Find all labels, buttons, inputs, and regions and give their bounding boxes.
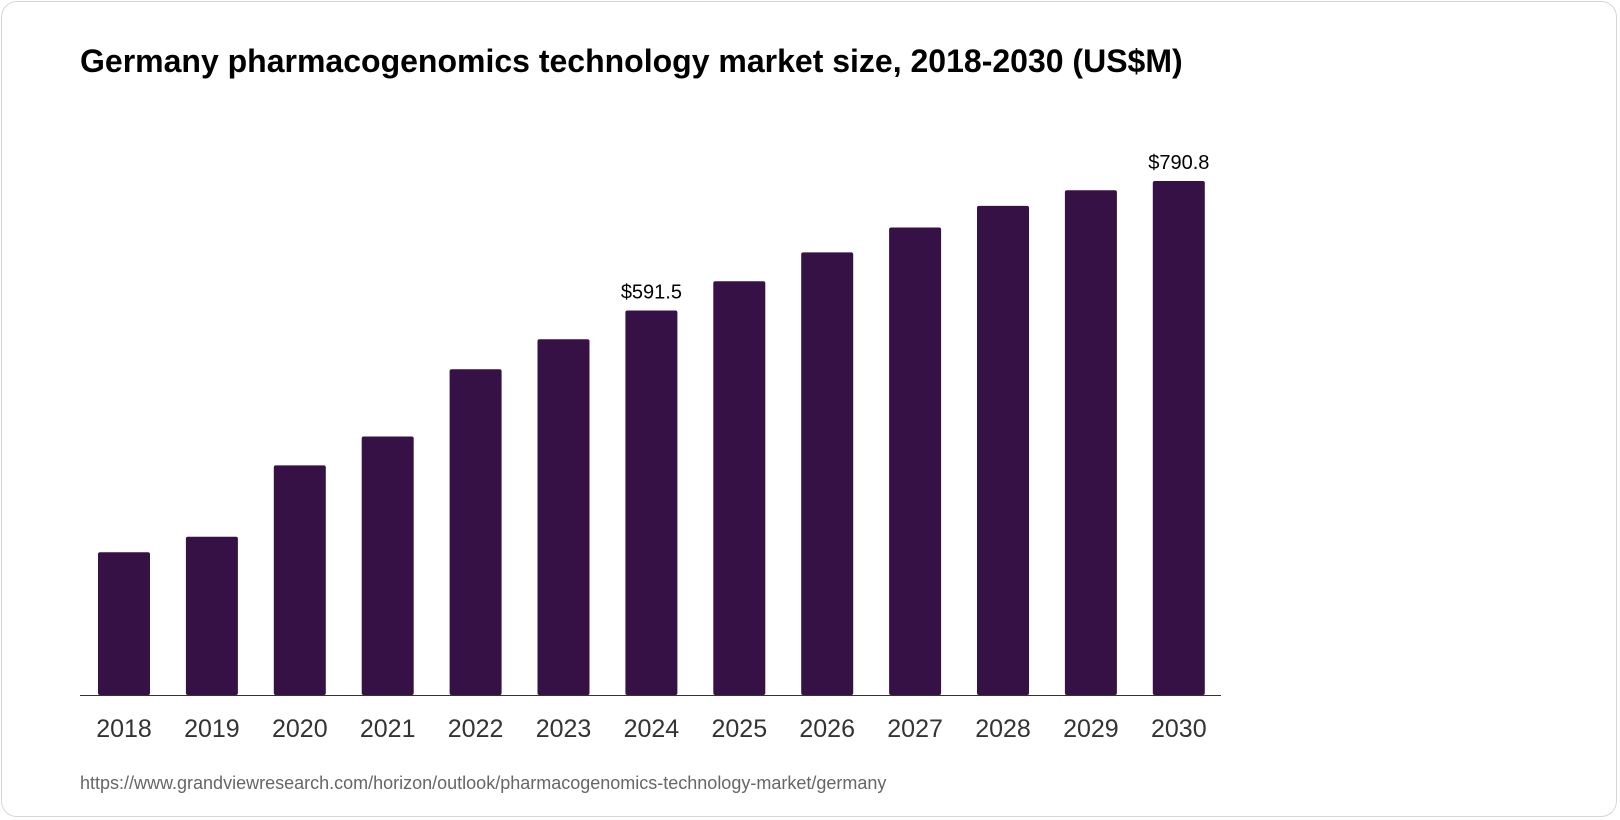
bar-2030 [1152, 181, 1205, 695]
x-tick-label: 2025 [711, 715, 767, 743]
x-tick-label: 2029 [1063, 715, 1119, 743]
x-tick-label: 2028 [975, 715, 1031, 743]
data-label-2030: $790.8 [1148, 152, 1209, 174]
bar-2029 [1064, 190, 1117, 696]
bar-2023 [537, 339, 590, 695]
bar-2027 [889, 227, 942, 695]
x-tick-label: 2019 [184, 715, 240, 743]
source-url[interactable]: https://www.grandviewresearch.com/horizo… [80, 773, 887, 793]
bar-2021 [361, 436, 414, 695]
bar-2028 [977, 205, 1029, 695]
x-tick-label: 2022 [448, 715, 504, 743]
bar-2025 [713, 281, 766, 695]
x-tick-label: 2027 [887, 715, 943, 743]
x-tick-label: 2030 [1151, 715, 1207, 743]
bar-2020 [273, 465, 326, 695]
bar-2022 [449, 369, 502, 695]
x-tick-label: 2020 [272, 715, 328, 743]
bar-2026 [801, 252, 854, 695]
x-tick-label: 2024 [624, 715, 680, 743]
chart-title: Germany pharmacogenomics technology mark… [80, 43, 1183, 79]
bar-2024 [625, 310, 678, 695]
data-label-2024: $591.5 [621, 282, 682, 304]
x-tick-label: 2023 [536, 715, 592, 743]
bar-2019 [185, 536, 238, 695]
x-tick-label: 2018 [96, 715, 152, 743]
bar-2018 [98, 552, 150, 695]
x-tick-label: 2021 [360, 715, 416, 743]
x-tick-label: 2026 [799, 715, 855, 743]
